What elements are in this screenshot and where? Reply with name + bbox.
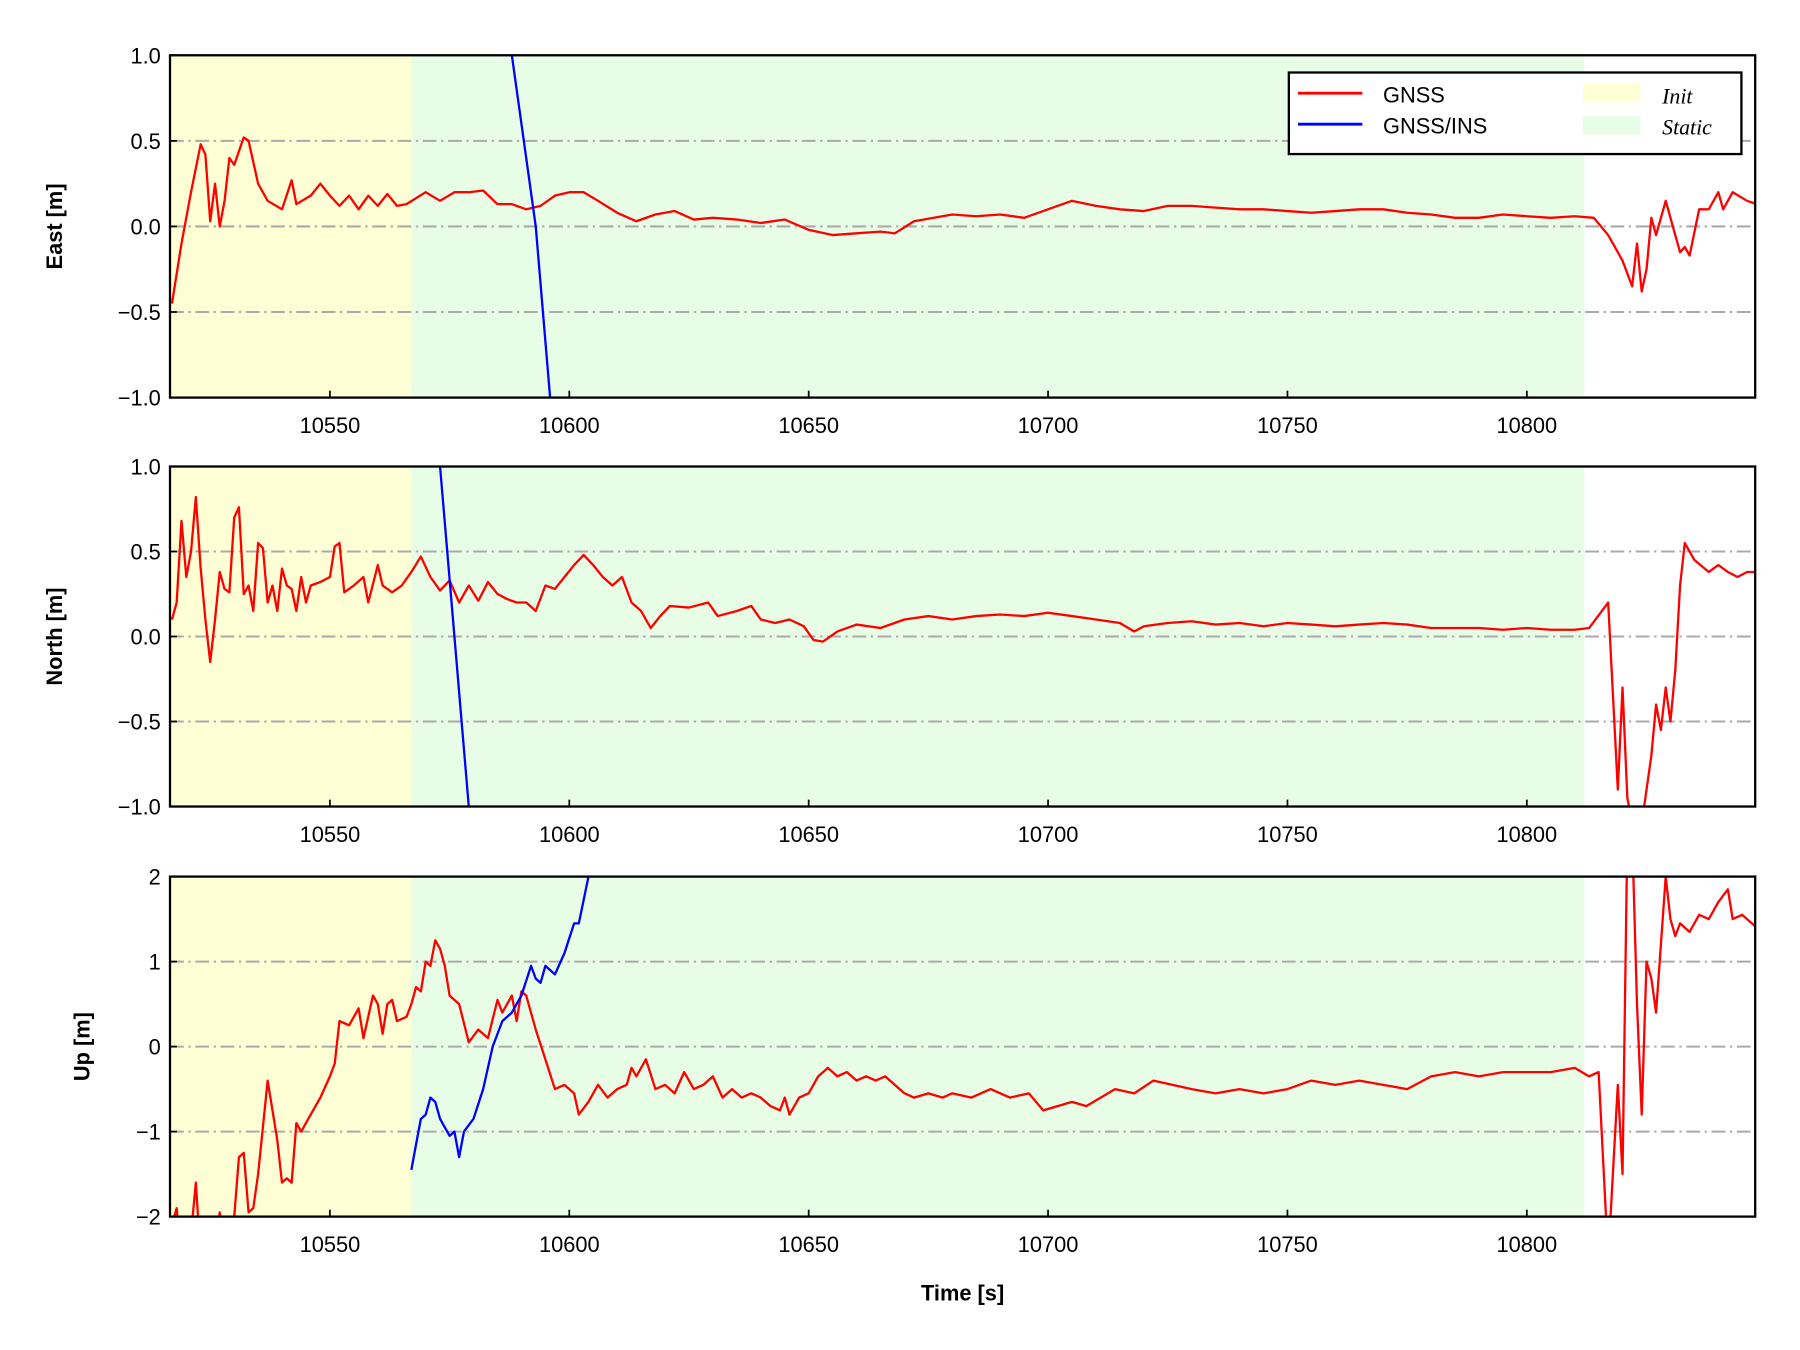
x-tick-label: 10550 <box>300 1232 361 1257</box>
axes-frame <box>168 465 1757 808</box>
x-tick-label: 10700 <box>1018 1232 1079 1257</box>
x-tick-label: 10800 <box>1497 413 1558 438</box>
x-tick-label: 10750 <box>1257 1232 1318 1257</box>
x-tick-label: 10600 <box>539 1232 600 1257</box>
y-tick-label: 0.0 <box>130 214 160 239</box>
y-tick-label: −0.5 <box>118 710 161 735</box>
x-tick-label: 10650 <box>778 413 839 438</box>
x-tick-label: 10600 <box>539 822 600 847</box>
x-tick-label: 10600 <box>539 413 600 438</box>
x-tick-label: 10700 <box>1018 822 1079 847</box>
x-tick-label: 10700 <box>1018 413 1079 438</box>
x-tick-label: 10750 <box>1257 413 1318 438</box>
series-gnss-ins <box>510 55 552 398</box>
x-tick-label: 10550 <box>300 413 361 438</box>
y-tick-label: −1.0 <box>118 795 161 820</box>
legend-gnss-label: GNSS <box>1383 82 1445 107</box>
y-tick-label: 0.5 <box>130 129 160 154</box>
legend-static-label: Static <box>1662 116 1712 140</box>
x-axis-label: Time [s] <box>921 1280 1004 1305</box>
x-tick-label: 10650 <box>778 822 839 847</box>
panel-up: 2 1 0 −1 −2 10550 10600 10650 10700 10750 10800 Up … <box>70 865 1757 1257</box>
y-tick-label: −0.5 <box>118 300 161 325</box>
x-tick-label: 10550 <box>300 822 361 847</box>
legend-static-swatch <box>1582 116 1641 135</box>
y-axis-label: East [m] <box>42 183 67 269</box>
y-tick-label: 1 <box>149 950 161 975</box>
y-axis-label: Up [m] <box>70 1012 95 1081</box>
series-gnss <box>170 136 1756 304</box>
y-tick-label: −2 <box>136 1205 161 1230</box>
axes-frame <box>168 54 1757 399</box>
x-tick-label: 10750 <box>1257 822 1318 847</box>
x-tick-label: 10650 <box>778 1232 839 1257</box>
legend: GNSS GNSS/INS Init Static <box>1287 71 1743 156</box>
legend-init-swatch <box>1582 83 1641 103</box>
x-tick-label: 10800 <box>1497 1232 1558 1257</box>
series-gnss-ins <box>410 876 590 1171</box>
series-gnss <box>170 495 1756 807</box>
y-tick-label: −1.0 <box>118 386 161 411</box>
axes-frame <box>168 875 1757 1218</box>
y-tick-label: 1.0 <box>130 455 160 480</box>
y-tick-label: 0.5 <box>130 540 160 565</box>
panel-north: 1.0 0.5 0.0 −0.5 −1.0 10550 10600 10650 10700 107… <box>42 455 1757 847</box>
y-tick-label: 0.0 <box>130 625 160 650</box>
y-tick-label: 1.0 <box>130 43 160 68</box>
panel-east: 1.0 0.5 0.0 −0.5 −1.0 10550 10600 10650 10700 107… <box>42 43 1757 438</box>
legend-ins-label: GNSS/INS <box>1383 113 1487 138</box>
series-gnss-ins <box>438 466 470 807</box>
y-tick-label: 2 <box>149 865 161 890</box>
legend-init-label: Init <box>1661 85 1693 109</box>
y-axis-label: North [m] <box>42 587 67 685</box>
y-tick-label: 0 <box>149 1035 161 1060</box>
x-tick-label: 10800 <box>1497 822 1558 847</box>
y-tick-label: −1 <box>136 1120 161 1145</box>
series-gnss <box>173 876 1756 1217</box>
